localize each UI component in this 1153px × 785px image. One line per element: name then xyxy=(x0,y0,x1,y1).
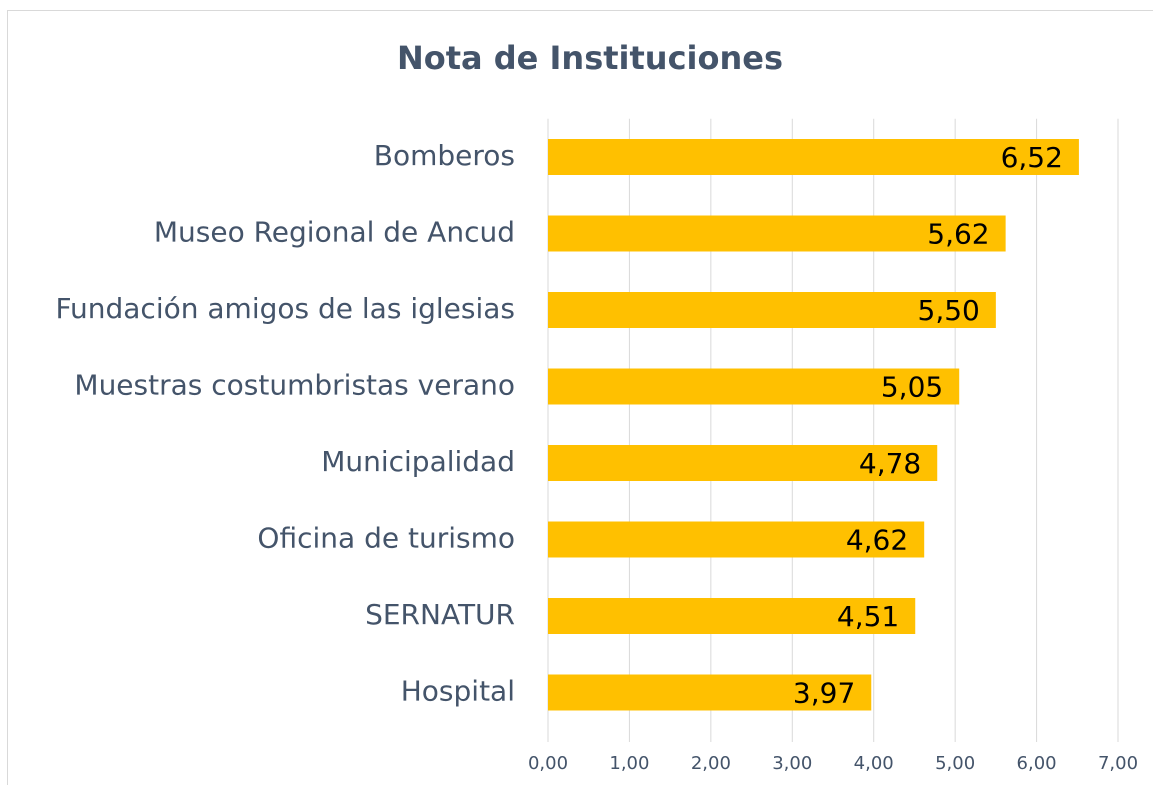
x-tick-label: 2,00 xyxy=(691,753,731,774)
value-label: 4,78 xyxy=(859,447,921,480)
value-label: 5,50 xyxy=(918,294,980,327)
y-tick-label: Museo Regional de Ancud xyxy=(154,216,515,249)
bar xyxy=(548,292,996,328)
value-label: 4,62 xyxy=(846,524,908,557)
y-tick-label: SERNATUR xyxy=(365,598,515,631)
x-tick-label: 1,00 xyxy=(609,753,649,774)
bar xyxy=(548,215,1006,252)
x-tick-label: 0,00 xyxy=(528,753,568,774)
y-tick-label: Hospital xyxy=(401,675,515,708)
bar xyxy=(548,521,925,558)
value-label: 3,97 xyxy=(793,677,855,710)
value-label: 6,52 xyxy=(1001,141,1063,174)
bar xyxy=(548,139,1079,175)
bar xyxy=(548,368,960,405)
y-tick-label: Oficina de turismo xyxy=(257,522,515,555)
x-tick-label: 4,00 xyxy=(854,753,894,774)
x-tick-label: 5,00 xyxy=(935,753,975,774)
x-tick-label: 6,00 xyxy=(1017,753,1057,774)
x-tick-label: 3,00 xyxy=(772,753,812,774)
bar xyxy=(548,674,872,711)
bar xyxy=(548,445,938,481)
chart-frame xyxy=(7,10,1153,785)
value-label: 5,05 xyxy=(881,371,943,404)
x-tick-label: 7,00 xyxy=(1098,753,1138,774)
bar xyxy=(548,598,916,634)
y-tick-label: Bomberos xyxy=(374,139,515,172)
value-label: 5,62 xyxy=(927,218,989,251)
y-tick-label: Fundación amigos de las iglesias xyxy=(55,292,515,325)
chart-title: Nota de Instituciones xyxy=(397,39,783,77)
y-tick-label: Muestras costumbristas verano xyxy=(74,369,515,402)
y-tick-label: Municipalidad xyxy=(321,445,515,478)
value-label: 4,51 xyxy=(837,600,899,633)
